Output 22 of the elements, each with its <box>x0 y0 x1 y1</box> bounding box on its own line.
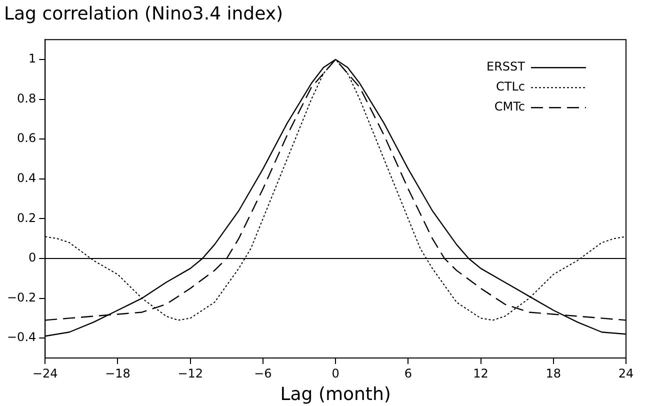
x-tick-label: −18 <box>105 366 130 380</box>
y-tick-label: −0.4 <box>7 330 36 344</box>
x-tick-label: 12 <box>473 366 488 380</box>
chart-title: Lag correlation (Nino3.4 index) <box>4 3 284 24</box>
y-tick-label: 0.6 <box>17 131 36 146</box>
x-tick-label: −6 <box>254 366 272 380</box>
x-tick-label: 18 <box>546 366 562 380</box>
x-tick-label: 0 <box>332 366 340 380</box>
y-tick-label: 1 <box>28 52 36 66</box>
x-tick-label: −24 <box>32 366 58 380</box>
y-tick-label: 0 <box>28 250 36 265</box>
y-tick-label: −0.2 <box>7 290 36 304</box>
legend-label: CTLc <box>496 80 525 94</box>
y-tick-label: 0.8 <box>17 91 36 106</box>
x-axis-title: Lag (month) <box>280 384 391 405</box>
y-tick-label: 0.2 <box>17 210 36 225</box>
x-tick-label: 24 <box>618 366 634 380</box>
x-tick-label: 6 <box>404 366 412 380</box>
y-tick-label: 0.4 <box>17 171 36 186</box>
legend-label: ERSST <box>486 60 526 74</box>
x-tick-label: −12 <box>178 366 204 380</box>
legend-label: CMTc <box>494 100 525 114</box>
